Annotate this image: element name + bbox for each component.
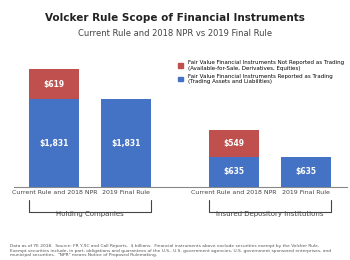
Text: Current Rule and 2018 NPR vs 2019 Final Rule: Current Rule and 2018 NPR vs 2019 Final … — [78, 29, 272, 38]
Text: $635: $635 — [296, 167, 317, 177]
Text: $549: $549 — [224, 139, 245, 148]
Bar — [281, 157, 331, 187]
Text: $1,831: $1,831 — [40, 139, 69, 148]
Bar — [209, 157, 259, 187]
Bar — [209, 130, 259, 157]
Bar — [29, 99, 79, 187]
Text: $1,831: $1,831 — [112, 139, 141, 148]
Bar — [29, 69, 79, 99]
Text: $635: $635 — [224, 167, 245, 177]
Text: Holding Companies: Holding Companies — [56, 211, 124, 217]
Text: Data as of YE 2018.  Source: FR Y-9C and Call Reports.  $ billions.  Financial i: Data as of YE 2018. Source: FR Y-9C and … — [10, 244, 332, 257]
Legend: Fair Value Financial Instruments Not Reported as Trading
(Available-for-Sale, De: Fair Value Financial Instruments Not Rep… — [177, 60, 344, 84]
Text: Insured Depository Institutions: Insured Depository Institutions — [216, 211, 324, 217]
Text: $619: $619 — [44, 80, 65, 89]
Text: Volcker Rule Scope of Financial Instruments: Volcker Rule Scope of Financial Instrume… — [45, 13, 305, 23]
Bar — [101, 99, 152, 187]
